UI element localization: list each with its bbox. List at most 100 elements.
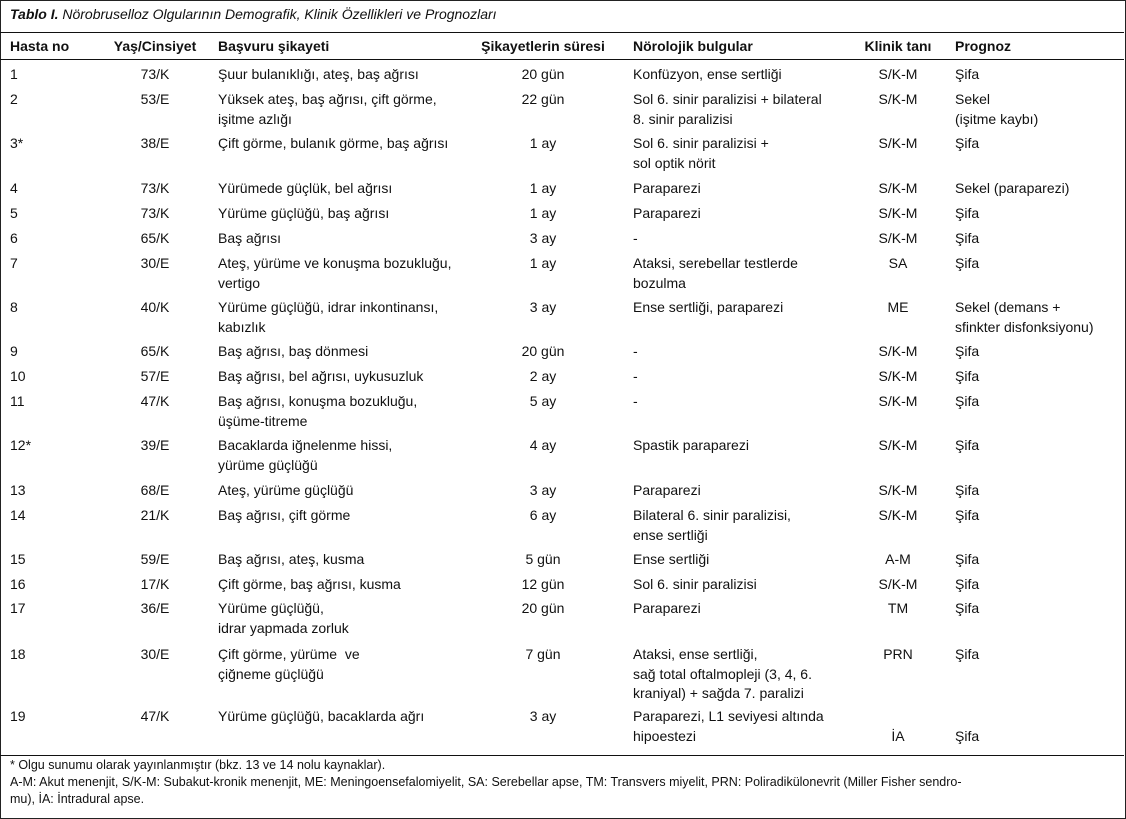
- cell-prognoz: Sekel (paraparezi): [955, 180, 1070, 196]
- cell-basvuru-sikayeti: Baş ağrısı, ateş, kusma: [218, 551, 365, 567]
- cell-norolojik-bulgular: -: [633, 368, 638, 384]
- cell-prognoz: Şifa: [955, 66, 980, 82]
- cell-basvuru-sikayeti: Baş ağrısı, konuşma bozukluğu, üşüme-tit…: [218, 393, 418, 429]
- cell-norolojik-bulgular: Paraparezi: [633, 205, 701, 221]
- cell-yas-cinsiyet: 38/E: [140, 135, 170, 151]
- cell-hasta-no: 15: [10, 551, 26, 567]
- cell-prognoz: Şifa: [955, 482, 980, 498]
- cell-sikayet-suresi: 3 ay: [529, 299, 557, 315]
- cell-norolojik-bulgular: Ataksi, ense sertliği, sağ total oftalmo…: [633, 646, 812, 701]
- cell-klinik-tani: S/K-M: [878, 368, 918, 384]
- cell-sikayet-suresi: 22 gün: [521, 91, 565, 107]
- cell-basvuru-sikayeti: Bacaklarda iğnelenme hissi, yürüme güçlü…: [218, 437, 393, 473]
- cell-hasta-no: 14: [10, 507, 26, 523]
- header-basvuru-sikayeti: Başvuru şikayeti: [218, 38, 330, 54]
- cell-basvuru-sikayeti: Yürüme güçlüğü, bacaklarda ağrı: [218, 708, 425, 724]
- cell-norolojik-bulgular: Bilateral 6. sinir paralizisi, ense sert…: [633, 507, 791, 543]
- header-yas-cinsiyet: Yaş/Cinsiyet: [113, 38, 197, 54]
- cell-prognoz: Şifa: [955, 437, 980, 453]
- cell-yas-cinsiyet: 40/K: [140, 299, 170, 315]
- cell-prognoz: Sekel (işitme kaybı): [955, 91, 1039, 127]
- cell-hasta-no: 6: [10, 230, 18, 246]
- cell-hasta-no: 19: [10, 708, 26, 724]
- cell-klinik-tani: S/K-M: [878, 180, 918, 196]
- footnote-abbreviations: A-M: Akut menenjit, S/K-M: Subakut-kroni…: [10, 775, 962, 806]
- cell-yas-cinsiyet: 21/K: [140, 507, 170, 523]
- cell-yas-cinsiyet: 30/E: [140, 255, 170, 271]
- rule-header: [0, 59, 1124, 60]
- cell-norolojik-bulgular: Paraparezi, L1 seviyesi altında hipoeste…: [633, 708, 824, 744]
- cell-norolojik-bulgular: -: [633, 343, 638, 359]
- header-norolojik-bulgular: Nörolojik bulgular: [633, 38, 753, 54]
- cell-norolojik-bulgular: Paraparezi: [633, 180, 701, 196]
- cell-basvuru-sikayeti: Yürümede güçlük, bel ağrısı: [218, 180, 393, 196]
- cell-sikayet-suresi: 3 ay: [529, 230, 557, 246]
- cell-sikayet-suresi: 1 ay: [529, 255, 557, 271]
- cell-prognoz: Şifa: [955, 230, 980, 246]
- cell-sikayet-suresi: 20 gün: [521, 343, 565, 359]
- cell-yas-cinsiyet: 47/K: [140, 708, 170, 724]
- cell-yas-cinsiyet: 65/K: [140, 343, 170, 359]
- cell-hasta-no: 16: [10, 576, 26, 592]
- cell-sikayet-suresi: 3 ay: [529, 482, 557, 498]
- cell-sikayet-suresi: 20 gün: [521, 600, 565, 616]
- cell-hasta-no: 11: [10, 393, 25, 409]
- cell-klinik-tani: S/K-M: [878, 437, 918, 453]
- cell-prognoz: Şifa: [955, 343, 980, 359]
- cell-hasta-no: 17: [10, 600, 26, 616]
- rule-bottom: [0, 755, 1124, 756]
- cell-norolojik-bulgular: Ense sertliği: [633, 551, 710, 567]
- cell-basvuru-sikayeti: Ateş, yürüme ve konuşma bozukluğu, verti…: [218, 255, 452, 291]
- cell-yas-cinsiyet: 36/E: [140, 600, 170, 616]
- cell-norolojik-bulgular: Ataksi, serebellar testlerde bozulma: [633, 255, 798, 291]
- cell-norolojik-bulgular: -: [633, 230, 638, 246]
- cell-hasta-no: 12*: [10, 437, 32, 453]
- cell-klinik-tani: S/K-M: [878, 91, 918, 107]
- cell-klinik-tani: SA: [888, 255, 908, 271]
- cell-basvuru-sikayeti: Şuur bulanıklığı, ateş, baş ağrısı: [218, 66, 419, 82]
- cell-klinik-tani: S/K-M: [878, 205, 918, 221]
- cell-norolojik-bulgular: Paraparezi: [633, 600, 701, 616]
- cell-basvuru-sikayeti: Çift görme, bulanık görme, baş ağrısı: [218, 135, 449, 151]
- caption-label: Tablo I.: [10, 6, 59, 22]
- cell-prognoz: Şifa: [955, 727, 980, 744]
- cell-sikayet-suresi: 6 ay: [529, 507, 557, 523]
- cell-klinik-tani: S/K-M: [878, 393, 918, 409]
- cell-basvuru-sikayeti: Ateş, yürüme güçlüğü: [218, 482, 354, 498]
- cell-norolojik-bulgular: Sol 6. sinir paralizisi + sol optik nöri…: [633, 135, 769, 171]
- cell-norolojik-bulgular: Sol 6. sinir paralizisi + bilateral 8. s…: [633, 91, 822, 127]
- cell-klinik-tani: TM: [887, 600, 909, 616]
- cell-sikayet-suresi: 1 ay: [529, 180, 557, 196]
- cell-klinik-tani: A-M: [885, 551, 911, 567]
- cell-prognoz: Şifa: [955, 368, 980, 384]
- cell-prognoz: Şifa: [955, 393, 980, 409]
- cell-norolojik-bulgular: -: [633, 393, 638, 409]
- cell-hasta-no: 8: [10, 299, 18, 315]
- cell-klinik-tani: ME: [887, 299, 909, 315]
- cell-sikayet-suresi: 3 ay: [529, 708, 557, 724]
- cell-hasta-no: 18: [10, 646, 26, 662]
- header-klinik-tani: Klinik tanı: [864, 38, 932, 54]
- cell-prognoz: Şifa: [955, 205, 980, 221]
- cell-prognoz: Şifa: [955, 646, 980, 662]
- caption-text: Nörobruselloz Olgularının Demografik, Kl…: [62, 6, 497, 22]
- cell-prognoz: Şifa: [955, 255, 980, 271]
- cell-yas-cinsiyet: 73/K: [140, 180, 170, 196]
- cell-sikayet-suresi: 12 gün: [521, 576, 565, 592]
- header-sikayet-suresi: Şikayetlerin süresi: [481, 38, 605, 54]
- cell-klinik-tani: S/K-M: [878, 343, 918, 359]
- cell-sikayet-suresi: 1 ay: [529, 135, 557, 151]
- cell-basvuru-sikayeti: Baş ağrısı: [218, 230, 282, 246]
- cell-norolojik-bulgular: Konfüzyon, ense sertliği: [633, 66, 782, 82]
- table-caption: Tablo I. Nörobruselloz Olgularının Demog…: [10, 6, 497, 22]
- cell-hasta-no: 4: [10, 180, 18, 196]
- cell-basvuru-sikayeti: Yüksek ateş, baş ağrısı, çift görme, işi…: [218, 91, 437, 127]
- cell-hasta-no: 10: [10, 368, 26, 384]
- cell-hasta-no: 3*: [10, 135, 24, 151]
- cell-klinik-tani: PRN: [883, 646, 913, 662]
- cell-basvuru-sikayeti: Çift görme, baş ağrısı, kusma: [218, 576, 401, 592]
- cell-basvuru-sikayeti: Yürüme güçlüğü, baş ağrısı: [218, 205, 390, 221]
- cell-basvuru-sikayeti: Yürüme güçlüğü, idrar inkontinansı, kabı…: [218, 299, 439, 335]
- cell-norolojik-bulgular: Ense sertliği, paraparezi: [633, 299, 784, 315]
- cell-yas-cinsiyet: 65/K: [140, 230, 170, 246]
